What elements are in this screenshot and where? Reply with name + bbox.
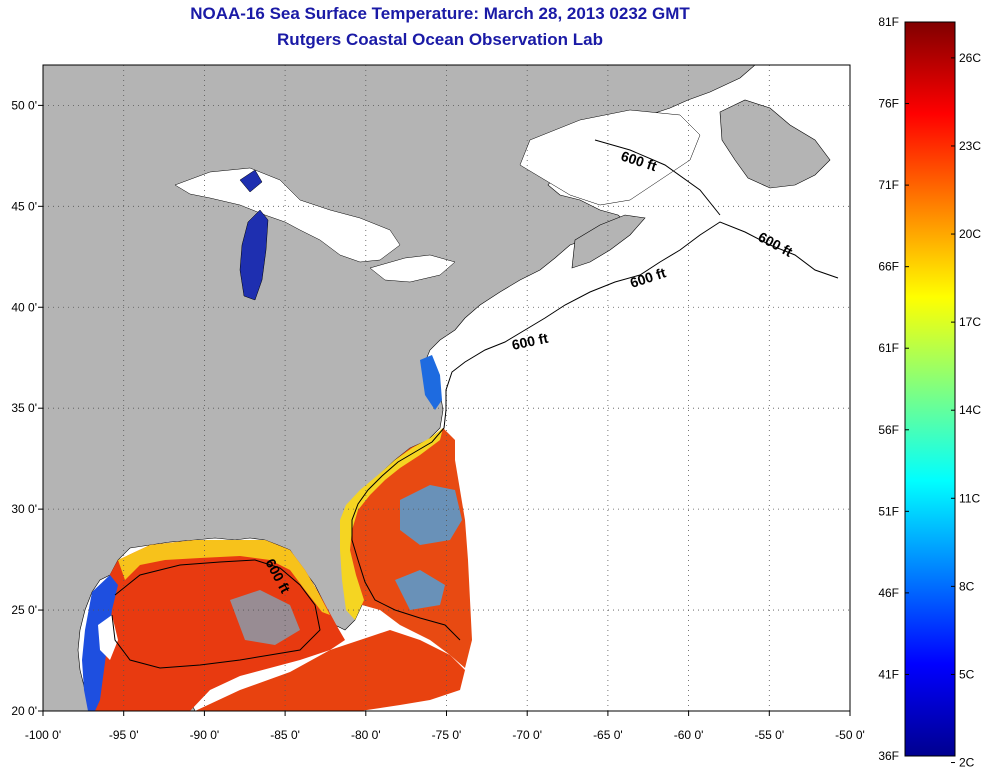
colorbar-f-label: 81F bbox=[878, 15, 899, 29]
gulf-cool-patches bbox=[230, 590, 300, 645]
lat-tick-label: 30 0' bbox=[11, 502, 37, 516]
lake-superior-sst bbox=[239, 169, 263, 193]
latitude-axis: 20 0' 25 0' 30 0' 35 0' 40 0' 45 0' 50 0' bbox=[11, 98, 43, 718]
colorbar-f-label: 36F bbox=[878, 749, 899, 763]
colorbar-f-label: 46F bbox=[878, 586, 899, 600]
isobath-600ft-line bbox=[351, 221, 839, 641]
lon-tick-label: -50 0' bbox=[835, 728, 865, 742]
lon-tick-label: -75 0' bbox=[432, 728, 462, 742]
colorbar-c-label: 11C bbox=[959, 491, 980, 505]
lat-tick-label: 35 0' bbox=[11, 401, 37, 415]
nova-scotia-land bbox=[571, 214, 646, 269]
map-content bbox=[43, 65, 831, 711]
lon-tick-label: -85 0' bbox=[270, 728, 300, 742]
colorbar-c-label: 17C bbox=[959, 315, 981, 329]
longitude-axis: -100 0' -95 0' -90 0' -85 0' -80 0' -75 0' -70… bbox=[25, 711, 865, 742]
lake-erie-ontario-white bbox=[369, 254, 456, 283]
colorbar-f-label: 71F bbox=[878, 178, 899, 192]
colorbar-f-label: 61F bbox=[878, 341, 899, 355]
map-title: NOAA-16 Sea Surface Temperature: March 2… bbox=[190, 4, 690, 23]
colorbar-c-label: 2C bbox=[959, 756, 975, 770]
gulf-coast-yellow bbox=[118, 540, 330, 615]
colorbar-c-label: 26C bbox=[959, 51, 981, 65]
lat-tick-label: 45 0' bbox=[11, 199, 37, 213]
colorbar-f-label: 66F bbox=[878, 260, 899, 274]
lon-tick-label: -55 0' bbox=[754, 728, 784, 742]
newfoundland-land bbox=[719, 99, 831, 189]
colorbar bbox=[904, 21, 956, 757]
colorbar-c-label: 8C bbox=[959, 579, 975, 593]
caribbean-sst bbox=[195, 630, 465, 711]
lat-tick-label: 40 0' bbox=[11, 300, 37, 314]
lon-tick-label: -80 0' bbox=[351, 728, 381, 742]
colorbar-celsius-labels: 26C 23C 20C 17C 14C 11C 8C 5C 2C bbox=[951, 51, 981, 770]
colorbar-f-label: 76F bbox=[878, 97, 899, 111]
lat-tick-label: 25 0' bbox=[11, 603, 37, 617]
map-subtitle: Rutgers Coastal Ocean Observation Lab bbox=[277, 30, 603, 49]
colorbar-f-label: 51F bbox=[878, 504, 899, 518]
atlantic-shelf-yellow bbox=[340, 428, 443, 620]
colorbar-fahrenheit-labels: 81F 76F 71F 66F 61F 56F 51F 46F 41F 36F bbox=[878, 15, 909, 763]
lon-tick-label: -70 0' bbox=[512, 728, 542, 742]
lon-tick-label: -65 0' bbox=[593, 728, 623, 742]
atlantic-cool-patches bbox=[395, 485, 462, 610]
colorbar-f-label: 56F bbox=[878, 423, 899, 437]
colorbar-c-label: 20C bbox=[959, 227, 981, 241]
chesapeake-sst bbox=[420, 355, 442, 410]
isobath-600ft-nova-line bbox=[594, 139, 721, 216]
isobath-600ft-gulf-line bbox=[111, 559, 321, 669]
colorbar-c-label: 23C bbox=[959, 139, 981, 153]
gulf-of-st-lawrence-white bbox=[519, 109, 701, 206]
gulf-of-mexico-sst bbox=[85, 540, 345, 711]
lon-tick-label: -100 0' bbox=[25, 728, 61, 742]
contour-label: 600 ft bbox=[510, 330, 549, 353]
lat-tick-label: 20 0' bbox=[11, 704, 37, 718]
colorbar-c-label: 5C bbox=[959, 667, 975, 681]
colorbar-f-label: 41F bbox=[878, 667, 899, 681]
lake-michigan-sst bbox=[239, 209, 269, 301]
lon-tick-label: -60 0' bbox=[674, 728, 704, 742]
lat-tick-label: 50 0' bbox=[11, 98, 37, 112]
lon-tick-label: -95 0' bbox=[109, 728, 139, 742]
lon-tick-label: -90 0' bbox=[190, 728, 220, 742]
colorbar-c-label: 14C bbox=[959, 403, 981, 417]
great-lakes-white bbox=[174, 167, 401, 263]
